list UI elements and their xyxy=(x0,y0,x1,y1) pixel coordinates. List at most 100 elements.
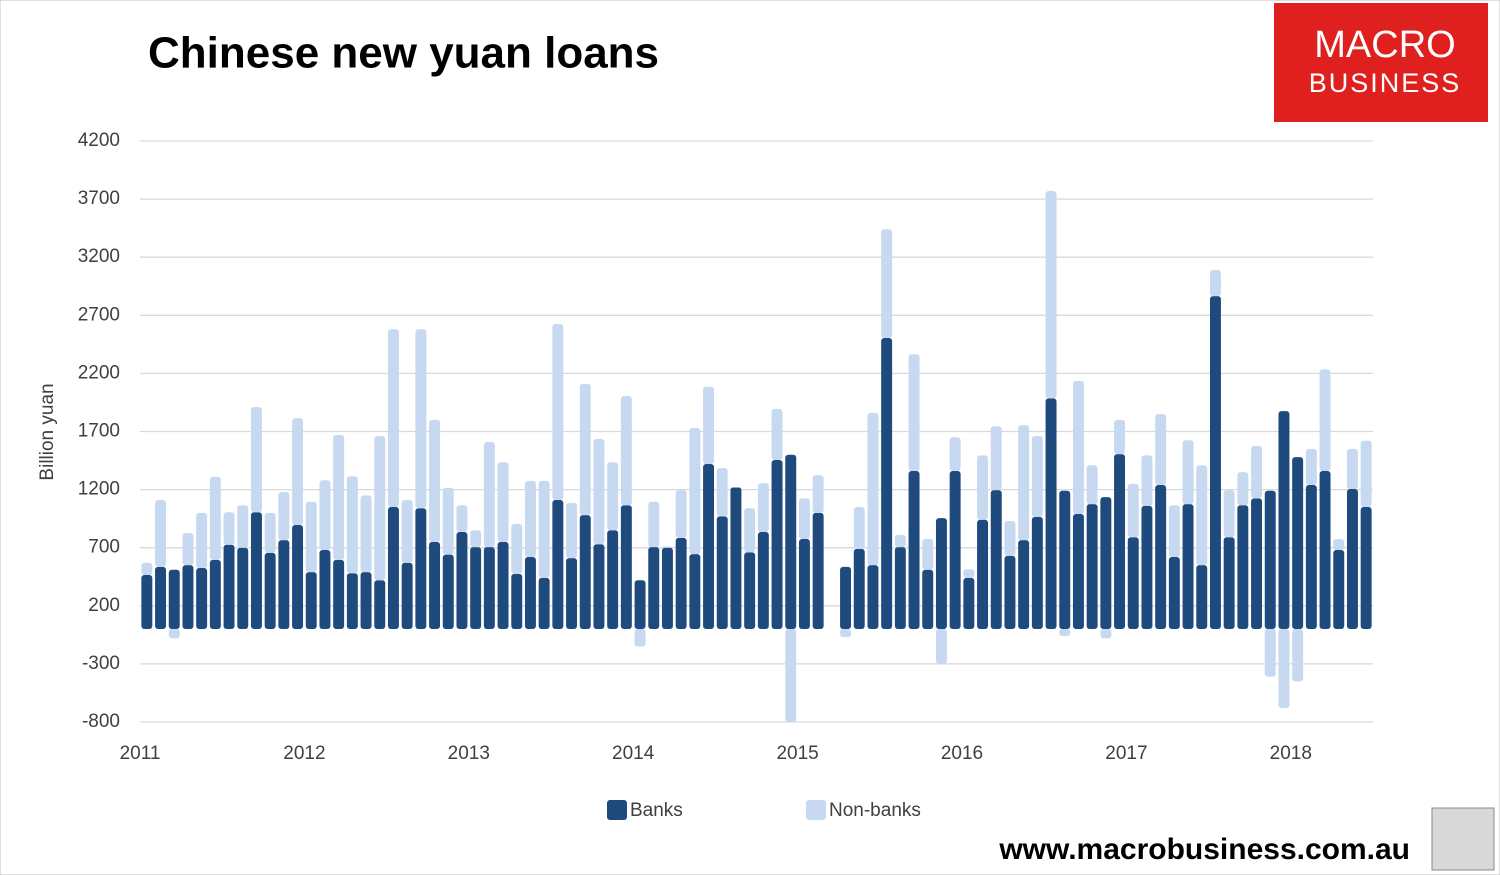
bar xyxy=(237,547,249,630)
bar xyxy=(607,462,619,531)
x-tick-label: 2011 xyxy=(120,743,161,764)
bar xyxy=(593,439,605,545)
bar xyxy=(661,546,673,548)
bar xyxy=(1292,629,1304,682)
bar xyxy=(1237,505,1249,630)
bar xyxy=(264,512,276,553)
logo-box xyxy=(1274,3,1488,122)
bar xyxy=(141,562,153,576)
bar xyxy=(1072,514,1084,630)
bar xyxy=(922,569,934,630)
bar xyxy=(497,541,509,630)
bar xyxy=(881,337,893,630)
bar xyxy=(1031,516,1043,630)
bar xyxy=(442,554,454,630)
bar xyxy=(1155,484,1167,630)
bar xyxy=(155,500,167,567)
bar xyxy=(1264,629,1276,677)
bar xyxy=(1319,471,1331,630)
bar xyxy=(1086,465,1098,505)
bar xyxy=(853,548,865,630)
y-tick-label: -300 xyxy=(82,653,120,674)
bar xyxy=(155,566,167,630)
bar xyxy=(456,505,468,533)
bar xyxy=(168,569,180,630)
bar xyxy=(620,396,632,506)
bar xyxy=(237,505,249,548)
bar xyxy=(840,566,852,630)
y-tick-label: 1700 xyxy=(78,421,120,442)
logo-text: MACRO xyxy=(1314,24,1455,66)
bar xyxy=(319,480,331,551)
bar xyxy=(894,547,906,630)
bar xyxy=(196,568,208,630)
bar xyxy=(990,426,1002,491)
x-tick-label: 2015 xyxy=(776,743,818,764)
bar xyxy=(1223,537,1235,630)
bar xyxy=(730,487,742,630)
bar xyxy=(483,547,495,630)
bar xyxy=(840,629,852,638)
bar xyxy=(429,541,441,630)
bar xyxy=(401,500,413,563)
bar xyxy=(703,386,715,465)
bar xyxy=(1100,497,1112,630)
bar xyxy=(1168,505,1180,557)
bar xyxy=(894,534,906,548)
y-tick-label: 200 xyxy=(88,595,120,616)
bar xyxy=(1333,550,1345,630)
bar xyxy=(524,480,536,557)
bar xyxy=(250,512,262,630)
bar xyxy=(1360,440,1372,508)
bar xyxy=(483,441,495,548)
bar xyxy=(949,437,961,472)
bar xyxy=(935,629,947,664)
y-tick-label: 700 xyxy=(88,537,120,558)
bar xyxy=(429,419,441,542)
bar xyxy=(1251,498,1263,630)
bar xyxy=(387,507,399,630)
bar xyxy=(1196,465,1208,566)
bar xyxy=(141,575,153,630)
y-tick-label: 3700 xyxy=(78,188,120,209)
bar xyxy=(716,468,728,517)
bar xyxy=(963,569,975,578)
bar xyxy=(1114,419,1126,455)
bar xyxy=(1086,504,1098,630)
bar xyxy=(812,475,824,513)
bar xyxy=(771,408,783,460)
bar xyxy=(648,547,660,630)
bar xyxy=(209,476,221,560)
bar xyxy=(196,512,208,569)
bar xyxy=(374,580,386,630)
bar xyxy=(648,501,660,548)
x-tick-label: 2017 xyxy=(1105,743,1147,764)
y-tick-label: 4200 xyxy=(78,130,120,151)
bar xyxy=(922,538,934,570)
y-tick-label: 3200 xyxy=(78,246,120,267)
bar xyxy=(292,525,304,630)
bar xyxy=(1346,489,1358,630)
bar xyxy=(209,559,221,630)
bar xyxy=(1209,296,1221,630)
bar xyxy=(387,329,399,508)
bar xyxy=(867,565,879,630)
bar xyxy=(689,428,701,555)
bar xyxy=(333,434,345,560)
bar xyxy=(881,229,893,338)
bar xyxy=(1196,565,1208,630)
bar xyxy=(1319,369,1331,472)
bar xyxy=(319,550,331,630)
bar xyxy=(634,580,646,630)
bar xyxy=(579,383,591,516)
legend-swatch xyxy=(806,800,826,820)
bar xyxy=(470,530,482,548)
bar xyxy=(182,533,194,566)
bar xyxy=(346,573,358,630)
bar xyxy=(744,508,756,553)
bar xyxy=(634,629,646,647)
bar xyxy=(360,572,372,630)
legend-label: Banks xyxy=(630,800,683,821)
